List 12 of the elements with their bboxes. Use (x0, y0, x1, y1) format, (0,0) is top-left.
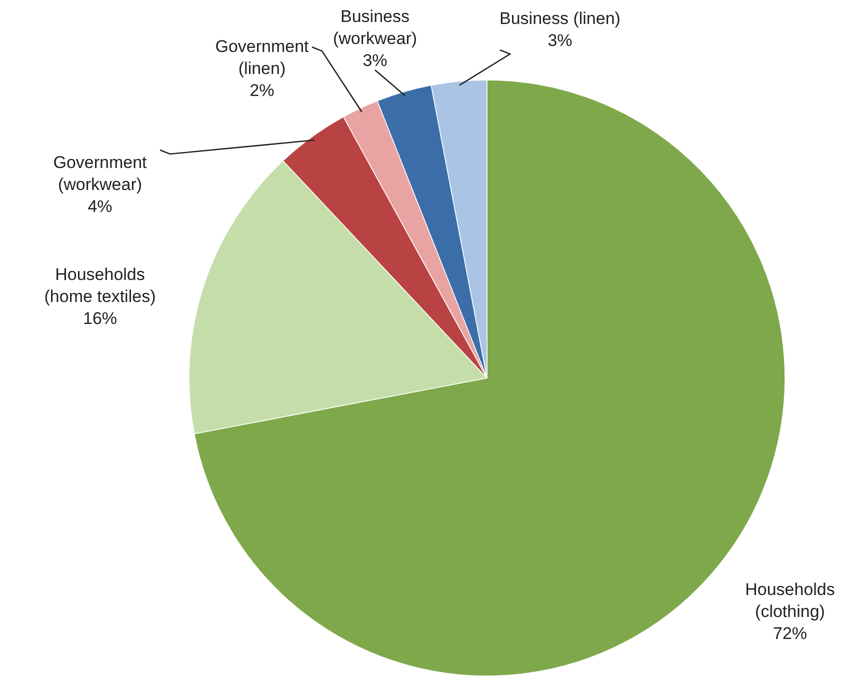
data-label: 2% (250, 81, 274, 100)
data-label: 3% (548, 31, 572, 50)
data-label: 4% (88, 197, 112, 216)
data-label: 16% (82, 309, 118, 328)
data-label: 72% (772, 624, 808, 643)
data-label: 3% (362, 51, 388, 70)
slice-label: Business (linen) (500, 9, 620, 28)
slice-label: Households (clothing) (745, 580, 835, 621)
slice-label: Business (workwear) (332, 7, 418, 48)
slice-label: Government (linen) (215, 37, 310, 78)
slice-label: Government (workwear) (53, 153, 148, 194)
slice-label: Households (home textiles) (44, 265, 156, 306)
